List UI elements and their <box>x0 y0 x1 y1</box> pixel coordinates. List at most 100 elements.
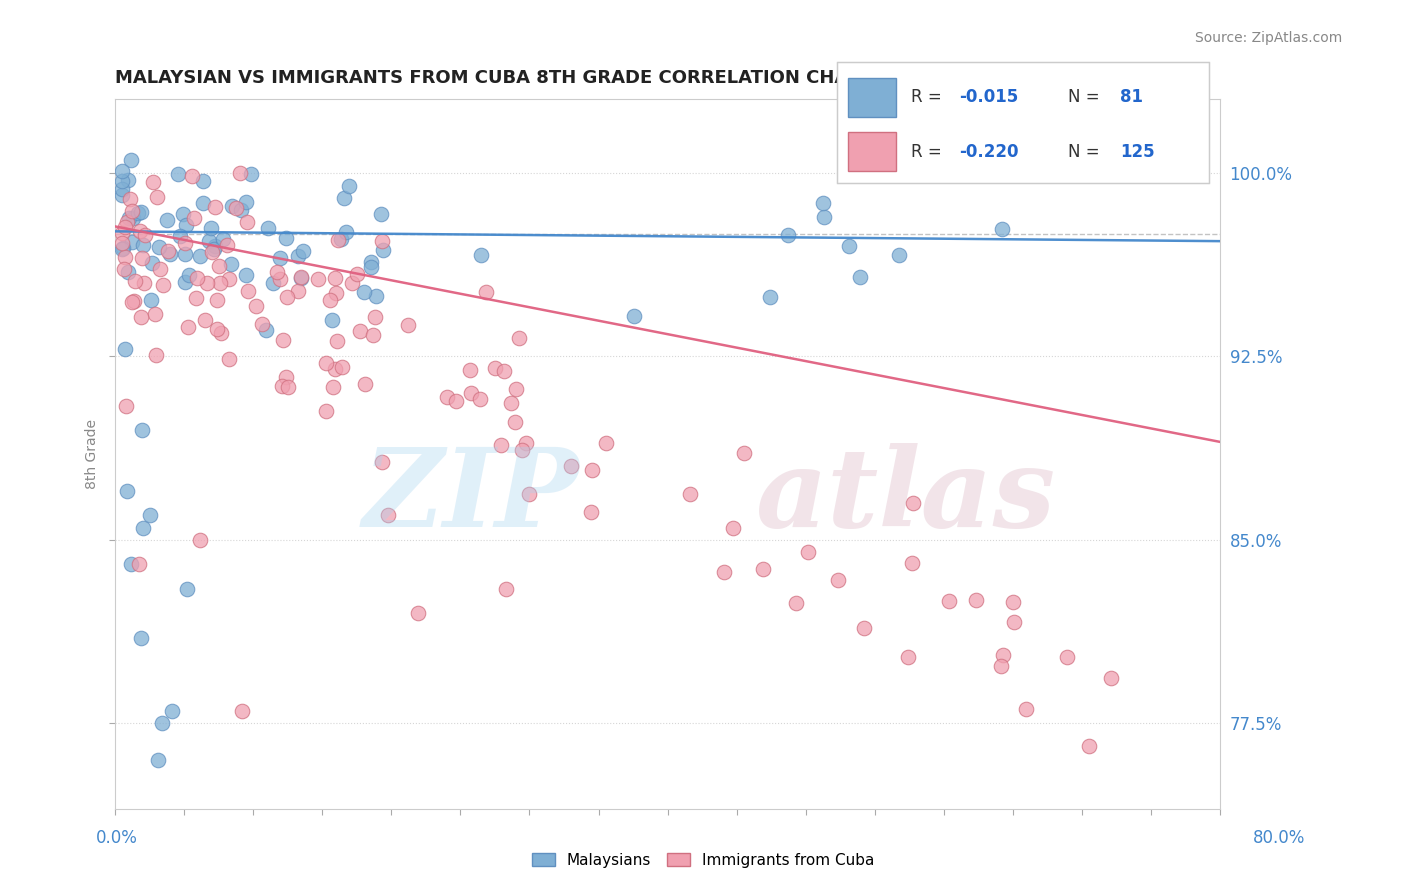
Point <box>495 582 517 596</box>
Point <box>364 310 387 324</box>
Point <box>235 194 257 209</box>
Point <box>813 196 835 211</box>
Point <box>349 324 371 338</box>
Point <box>225 201 247 215</box>
Point <box>191 196 214 211</box>
Point <box>204 200 226 214</box>
Point <box>131 251 153 265</box>
Point <box>112 261 135 276</box>
Point <box>134 227 156 242</box>
Point <box>132 237 155 252</box>
Text: MALAYSIAN VS IMMIGRANTS FROM CUBA 8TH GRADE CORRELATION CHART: MALAYSIAN VS IMMIGRANTS FROM CUBA 8TH GR… <box>115 69 875 87</box>
Point <box>291 244 314 259</box>
Point <box>201 244 224 259</box>
Point <box>733 446 755 460</box>
Point <box>579 506 602 520</box>
Text: R =: R = <box>911 143 948 161</box>
Point <box>360 255 382 269</box>
Point <box>901 556 924 570</box>
Point <box>172 207 194 221</box>
Point <box>111 226 134 240</box>
Point <box>785 596 807 610</box>
Point <box>330 232 353 246</box>
Point <box>231 704 253 718</box>
Point <box>752 562 775 576</box>
Point <box>124 274 146 288</box>
Point <box>797 545 820 559</box>
Point <box>114 399 136 413</box>
Point <box>679 486 702 500</box>
Point <box>128 558 150 572</box>
Point <box>114 250 136 264</box>
Text: 0.0%: 0.0% <box>96 829 138 847</box>
Point <box>239 168 262 182</box>
Point <box>139 508 162 523</box>
Point <box>330 360 353 375</box>
Point <box>269 252 291 266</box>
Point <box>813 210 835 224</box>
Point <box>156 244 179 258</box>
Text: 125: 125 <box>1119 143 1154 161</box>
Point <box>360 260 382 275</box>
Point <box>218 272 240 286</box>
Point <box>1015 702 1038 716</box>
Point <box>128 224 150 238</box>
Point <box>470 248 492 262</box>
Point <box>713 565 735 579</box>
Point <box>111 242 134 256</box>
Point <box>512 443 534 458</box>
Point <box>121 203 143 218</box>
Point <box>176 582 198 596</box>
Text: N =: N = <box>1067 143 1105 161</box>
Point <box>250 317 273 331</box>
Point <box>142 175 165 189</box>
Point <box>121 235 143 249</box>
Point <box>132 276 155 290</box>
Point <box>595 436 617 450</box>
Text: R =: R = <box>911 88 948 106</box>
Point <box>1002 615 1025 629</box>
Point <box>323 362 346 376</box>
Point <box>229 202 252 217</box>
Point <box>333 191 356 205</box>
Point <box>276 290 298 304</box>
Point <box>489 437 512 451</box>
Point <box>346 267 368 281</box>
Point <box>122 294 145 309</box>
Point <box>335 225 357 239</box>
Point <box>174 275 197 289</box>
Point <box>337 178 360 193</box>
Point <box>517 486 540 500</box>
Point <box>204 239 226 253</box>
Point <box>323 271 346 285</box>
Point <box>236 215 259 229</box>
Point <box>131 310 153 324</box>
Point <box>307 272 329 286</box>
Point <box>221 199 243 213</box>
Text: Source: ZipAtlas.com: Source: ZipAtlas.com <box>1195 31 1343 45</box>
Point <box>560 458 582 473</box>
Point <box>200 221 222 235</box>
Point <box>148 240 170 254</box>
Point <box>139 293 162 308</box>
Point <box>269 272 291 286</box>
Point <box>257 221 280 235</box>
Text: atlas: atlas <box>756 443 1056 550</box>
Point <box>492 364 515 378</box>
Point <box>146 190 169 204</box>
Point <box>889 248 911 262</box>
Point <box>117 173 139 187</box>
Point <box>723 521 745 535</box>
Point <box>131 631 153 645</box>
Point <box>475 285 498 300</box>
Point <box>114 220 136 235</box>
Point <box>245 299 267 313</box>
Point <box>204 243 226 257</box>
Point <box>287 284 309 298</box>
Text: 80.0%: 80.0% <box>1253 829 1305 847</box>
Point <box>183 211 205 225</box>
Text: ZIP: ZIP <box>363 443 579 550</box>
Point <box>274 231 297 245</box>
Point <box>117 265 139 279</box>
Point <box>852 621 875 635</box>
